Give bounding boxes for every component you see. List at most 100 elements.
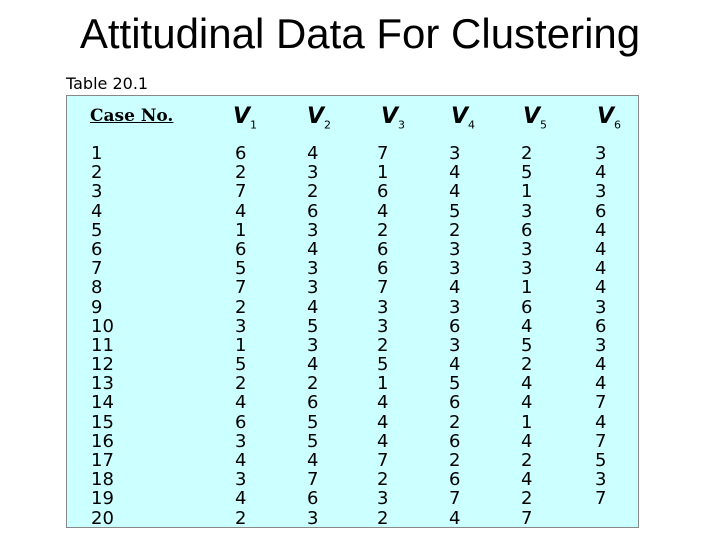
table-cell: 5 — [235, 258, 247, 280]
table-cell: 2 — [91, 162, 103, 184]
table-cell: 3 — [595, 143, 607, 164]
table-cell: 3 — [235, 469, 247, 491]
table-cell: 3 — [377, 488, 389, 510]
table-cell: 10 — [91, 315, 114, 337]
table-cell: 4 — [595, 354, 607, 376]
table-cell: 6 — [377, 258, 389, 280]
table-cell: 13 — [91, 373, 114, 395]
table-cell: 2 — [449, 450, 461, 471]
table-cell: 1 — [521, 181, 533, 203]
table-cell: 3 — [91, 181, 103, 203]
table-cell: 4 — [521, 373, 533, 395]
header-case-no: Case No. — [90, 106, 174, 126]
table-cell: 19 — [91, 488, 114, 510]
table-cell: 5 — [449, 373, 461, 395]
table-cell: 17 — [91, 450, 114, 471]
table-cell: 1 — [91, 143, 103, 164]
table-cell: 3 — [449, 334, 461, 356]
table-cell: 4 — [235, 488, 247, 510]
table-cell: 5 — [307, 411, 319, 433]
table-cell: 6 — [449, 392, 461, 414]
table-cell: 2 — [307, 181, 319, 203]
table-cell: 6 — [307, 488, 319, 510]
table-cell: 2 — [235, 507, 247, 529]
table-cell: 2 — [377, 334, 389, 356]
table-cell: 9 — [91, 296, 103, 318]
table-cell: 6 — [307, 200, 319, 222]
table-cell: 1 — [521, 277, 533, 299]
table-cell: 5 — [307, 315, 319, 337]
table-cell: 4 — [521, 392, 533, 414]
table-cell: 4 — [449, 354, 461, 376]
table-cell: 3 — [307, 162, 319, 184]
table-cell: 6 — [91, 238, 103, 260]
table-cell: 4 — [595, 373, 607, 395]
table-cell: 2 — [521, 143, 533, 164]
table-cell: 5 — [235, 354, 247, 376]
header-v1: V1 — [233, 104, 258, 132]
table-cell: 5 — [521, 162, 533, 184]
header-v2: V2 — [307, 104, 332, 132]
table-cell: 4 — [449, 277, 461, 299]
table-cell: 2 — [449, 219, 461, 241]
table-cell: 11 — [91, 334, 114, 356]
table-cell: 3 — [377, 315, 389, 337]
table-cell: 3 — [521, 238, 533, 260]
table-cell: 3 — [449, 258, 461, 280]
table-cell: 7 — [595, 488, 607, 510]
table-cell: 6 — [595, 315, 607, 337]
slide-title: Attitudinal Data For Clustering — [79, 10, 641, 57]
table-cell: 7 — [377, 450, 389, 471]
table-cell: 4 — [449, 507, 461, 529]
table-cell: 4 — [307, 450, 319, 471]
table-cell: 2 — [235, 373, 247, 395]
table-cell: 7 — [235, 181, 247, 203]
table-cell: 4 — [377, 411, 389, 433]
data-table: Case No. V1 V2 V3 V4 V5 V6 1 2 3 4 5 6 7 8 9 10 11… — [66, 95, 639, 528]
table-cell: 4 — [307, 143, 319, 164]
table-cell: 5 — [307, 430, 319, 452]
table-cell: 3 — [521, 200, 533, 222]
table-cell: 4 — [595, 238, 607, 260]
table-cell: 6 — [235, 411, 247, 433]
table-cell: 16 — [91, 430, 114, 452]
table-cell: 5 — [91, 219, 103, 241]
table-cell: 7 — [377, 277, 389, 299]
table-cell: 4 — [235, 392, 247, 414]
table-cell: 4 — [377, 430, 389, 452]
table-cell: 7 — [521, 507, 533, 529]
table-cell: 7 — [377, 143, 389, 164]
table-cell: 1 — [377, 373, 389, 395]
table-cell: 5 — [521, 334, 533, 356]
table-cell: 3 — [307, 334, 319, 356]
table-cell: 4 — [449, 181, 461, 203]
table-cell: 3 — [449, 238, 461, 260]
table-cell: 3 — [307, 277, 319, 299]
table-cell: 3 — [595, 334, 607, 356]
table-cell: 4 — [595, 411, 607, 433]
table-cell: 6 — [377, 181, 389, 203]
table-cell: 6 — [449, 430, 461, 452]
table-cell: 6 — [449, 469, 461, 491]
header-v3: V3 — [381, 104, 406, 132]
table-cell: 5 — [595, 450, 607, 471]
table-cell: 8 — [91, 277, 103, 299]
table-cell: 6 — [595, 200, 607, 222]
table-cell: 7 — [235, 277, 247, 299]
table-cell: 20 — [91, 507, 114, 529]
table-cell: 4 — [307, 354, 319, 376]
table-cell: 1 — [235, 219, 247, 241]
table-cell: 6 — [521, 219, 533, 241]
table-cell: 6 — [235, 238, 247, 260]
table-cell: 7 — [91, 258, 103, 280]
table-cell: 6 — [377, 238, 389, 260]
table-cell: 4 — [521, 469, 533, 491]
table-cell: 2 — [521, 450, 533, 471]
table-cell: 5 — [449, 200, 461, 222]
table-cell: 3 — [307, 258, 319, 280]
table-cell: 4 — [595, 219, 607, 241]
table-cell: 3 — [521, 258, 533, 280]
header-v5: V5 — [523, 104, 548, 132]
